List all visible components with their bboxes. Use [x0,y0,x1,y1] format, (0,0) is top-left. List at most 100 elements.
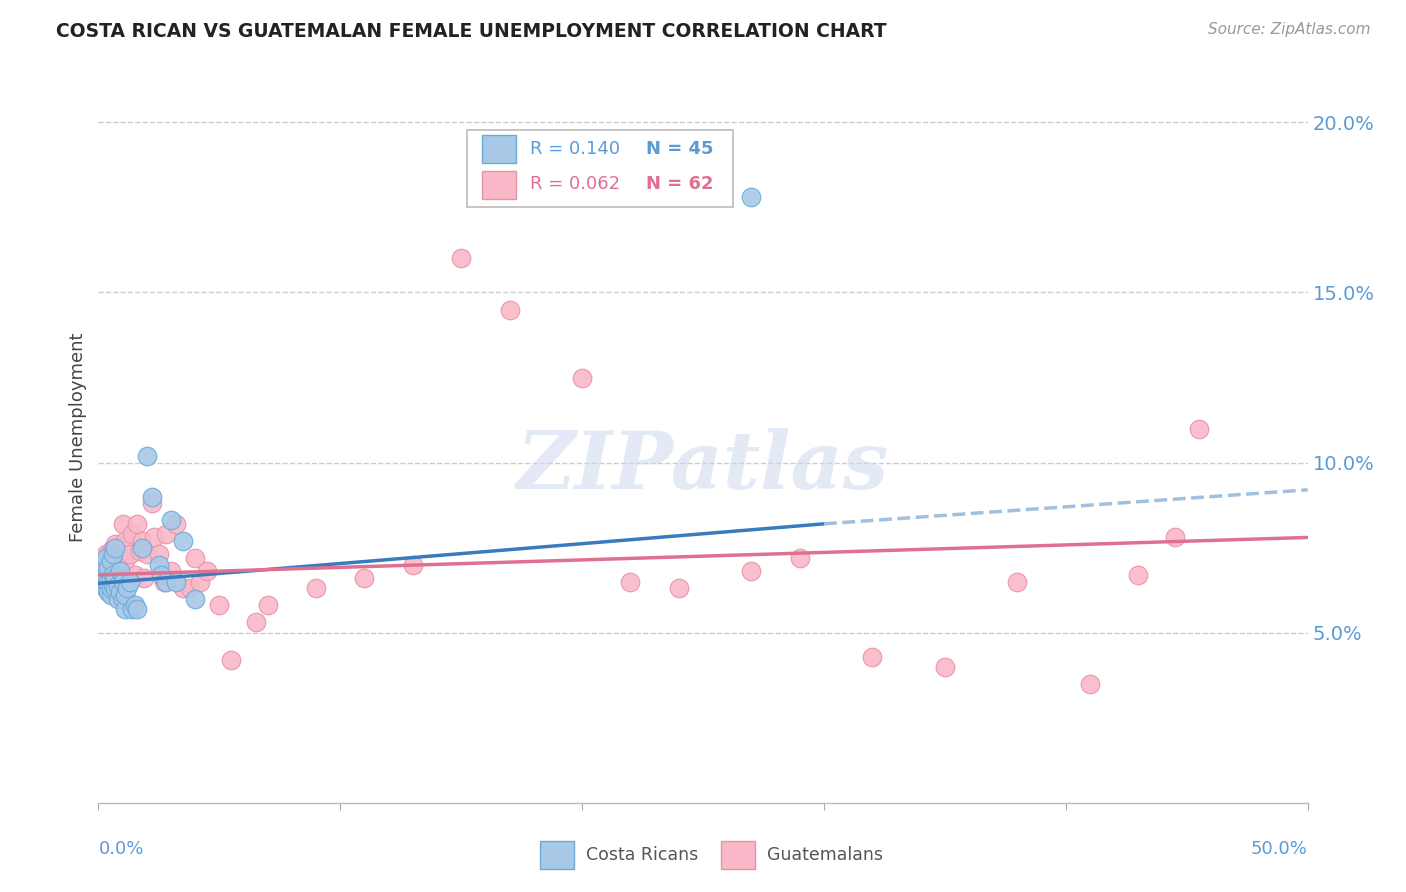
Point [104,582,127,596]
Point [740,190,762,204]
Point [143,531,166,545]
Point [141,496,163,510]
Point [94,565,117,579]
Point [127,602,149,616]
Point [101,567,124,582]
Point [117,571,139,585]
Point [450,252,472,266]
Point [155,527,177,541]
Point [114,533,136,548]
Point [571,370,593,384]
Point [114,588,136,602]
Point [107,567,129,582]
Point [97,550,120,565]
Point [152,574,174,589]
Point [97,571,120,585]
Point [160,565,183,579]
FancyBboxPatch shape [482,136,516,163]
Point [124,567,146,582]
Point [131,541,153,555]
Point [1128,567,1150,582]
Point [101,567,124,582]
Point [94,550,117,565]
Text: Source: ZipAtlas.com: Source: ZipAtlas.com [1208,22,1371,37]
Point [107,578,129,592]
Point [1078,677,1101,691]
Point [118,548,141,562]
Point [100,571,122,585]
Point [256,599,278,613]
Point [100,554,122,568]
Text: Guatemalans: Guatemalans [768,846,883,863]
Point [94,548,117,562]
Point [165,516,187,531]
Point [114,554,136,568]
Point [121,527,143,541]
Point [131,533,153,548]
Point [101,548,124,562]
Point [108,554,131,568]
Point [155,574,177,589]
Point [305,582,328,596]
Text: R = 0.062: R = 0.062 [530,175,620,193]
Point [128,544,150,558]
Point [860,649,883,664]
Point [135,449,157,463]
FancyBboxPatch shape [467,130,734,207]
Text: N = 45: N = 45 [647,140,714,158]
Point [111,571,134,585]
Point [107,591,129,606]
Text: ZIPatlas: ZIPatlas [517,427,889,505]
Point [619,574,641,589]
Point [135,548,157,562]
Point [121,602,143,616]
Point [118,574,141,589]
Point [100,544,122,558]
Point [740,565,762,579]
Point [353,571,375,585]
Point [91,558,114,572]
Point [107,548,129,562]
Point [124,599,146,613]
Point [117,582,139,596]
Point [90,561,112,575]
Point [150,567,173,582]
Y-axis label: Female Unemployment: Female Unemployment [69,333,87,541]
Text: Costa Ricans: Costa Ricans [586,846,697,863]
Point [100,588,122,602]
Point [789,550,811,565]
Point [934,659,956,673]
Point [100,574,122,589]
Point [179,582,201,596]
Point [100,582,122,596]
Point [104,578,127,592]
Point [108,585,131,599]
Point [172,533,194,548]
Point [402,558,425,572]
Point [94,582,117,596]
Point [1007,574,1029,589]
Point [101,541,124,555]
Point [148,548,170,562]
Point [97,561,120,575]
Point [172,582,194,596]
Point [668,582,690,596]
Point [245,615,267,630]
FancyBboxPatch shape [721,841,755,869]
Point [104,571,127,585]
Point [111,591,134,606]
Point [221,653,243,667]
FancyBboxPatch shape [482,170,516,199]
Point [101,578,124,592]
Point [134,571,156,585]
Text: 0.0%: 0.0% [98,840,143,858]
Point [104,541,127,555]
Point [148,558,170,572]
Point [94,567,117,582]
Point [160,513,183,527]
Text: COSTA RICAN VS GUATEMALAN FEMALE UNEMPLOYMENT CORRELATION CHART: COSTA RICAN VS GUATEMALAN FEMALE UNEMPLO… [56,22,887,41]
Point [94,574,117,589]
Point [111,574,134,589]
Text: N = 62: N = 62 [647,175,714,193]
Point [91,567,114,582]
